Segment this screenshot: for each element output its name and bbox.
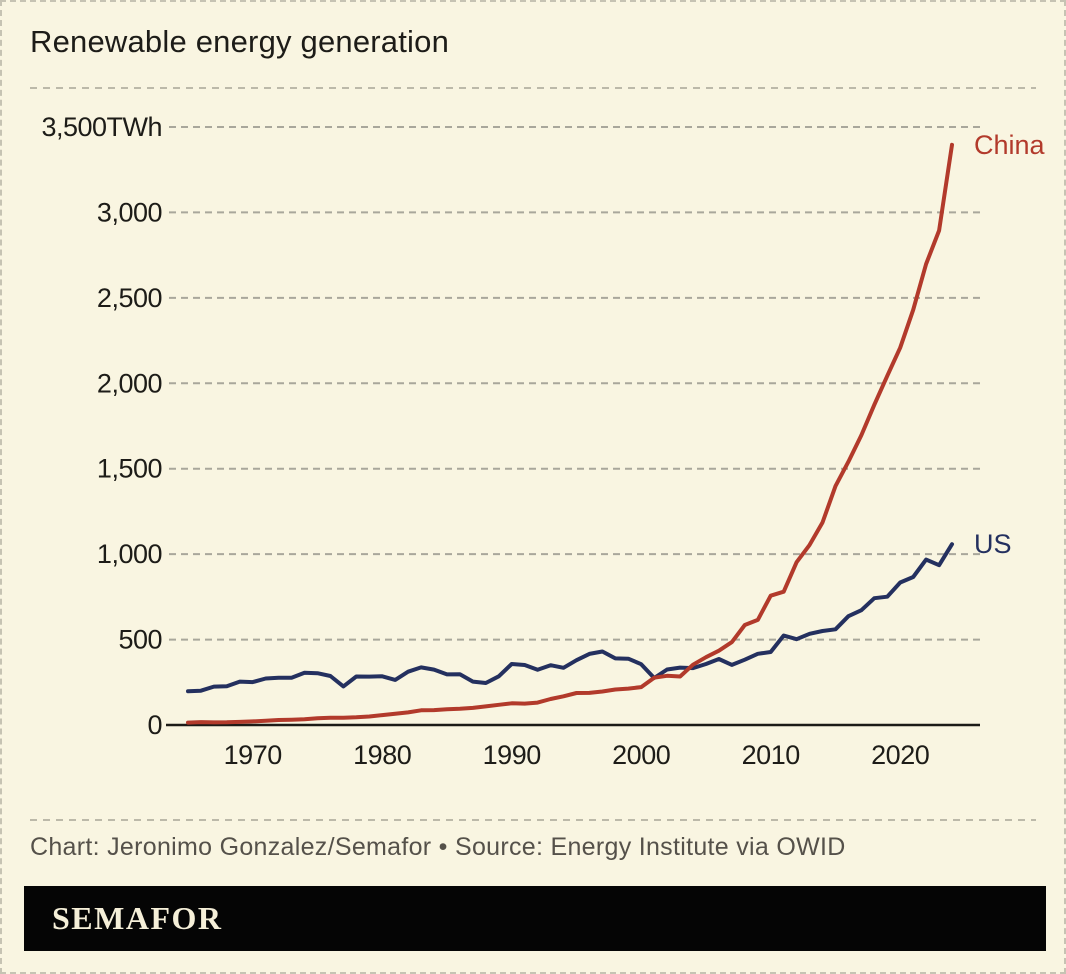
y-tick-label-1000: 1,000 [97, 539, 162, 569]
y-tick-label-0: 0 [147, 710, 162, 740]
y-tick-label-3000: 3,000 [97, 197, 162, 227]
credit-line: Chart: Jeronimo Gonzalez/Semafor • Sourc… [30, 833, 846, 861]
x-tick-label-1990: 1990 [483, 740, 541, 770]
x-tick-label-1980: 1980 [353, 740, 411, 770]
x-tick-label-2020: 2020 [871, 740, 929, 770]
y-tick-label-2000: 2,000 [97, 368, 162, 398]
y-tick-label-500: 500 [118, 625, 162, 655]
title-divider [30, 87, 1036, 89]
x-tick-label-2000: 2000 [612, 740, 670, 770]
chart-title: Renewable energy generation [30, 24, 450, 59]
china-line [186, 142, 954, 725]
x-tick-label-1970: 1970 [224, 740, 282, 770]
x-tick-label-2010: 2010 [742, 740, 800, 770]
china-label: China [974, 130, 1046, 160]
y-tick-label-2500: 2,500 [97, 283, 162, 313]
us-line [186, 542, 954, 694]
y-tick-label-1500: 1,500 [97, 454, 162, 484]
y-tick-label-3500: 3,500TWh [41, 112, 162, 142]
us-label: US [974, 529, 1012, 559]
semafor-banner: SEMAFOR [24, 886, 1046, 951]
semafor-logo: SEMAFOR [52, 900, 223, 936]
footer-divider [30, 819, 1036, 821]
